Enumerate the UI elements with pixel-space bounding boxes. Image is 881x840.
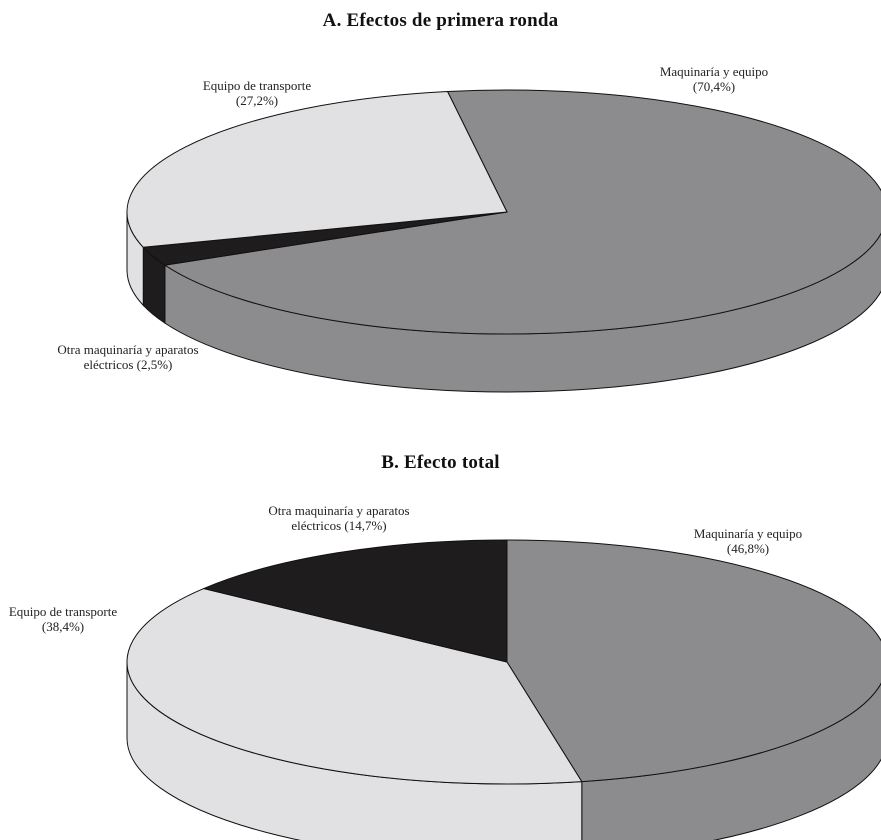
slice-label: Otra maquinaría y aparatos eléctricos (14…: [268, 503, 409, 533]
pie-slice-equipo-de-transporte: [126, 91, 508, 248]
pie-slice-maquinaria-y-equipo: [506, 539, 881, 783]
pie-slices: [126, 89, 881, 335]
pie-slices: [126, 539, 881, 785]
pie-chart-svg: Maquinaría y equipo (70,4%) Otra maquinarí…: [57, 64, 881, 393]
pie-slice-otra-maquinaria-y-aparatos: [203, 539, 508, 663]
pie-labels: Maquinaría y equipo (46,8%) Equipo de tran…: [9, 503, 802, 634]
slice-label: Equipo de transporte (38,4%): [9, 604, 118, 634]
pie-chart-first-round: A. Efectos de primera ronda Maquinaría y…: [57, 10, 881, 393]
pie-chart-total-effect: B. Efecto total Maquinaría y equipo (46,8…: [0, 420, 881, 840]
slice-label: Maquinaría y equipo (46,8%): [694, 526, 802, 556]
slice-label: Otra maquinaría y aparatos eléctricos (2,…: [57, 342, 198, 372]
pie-slice-equipo-de-transporte: [126, 588, 583, 785]
pie-slice-maquinaria-y-equipo: [164, 89, 881, 335]
slice-label: Maquinaría y equipo (70,4%): [660, 64, 768, 94]
slice-label: Equipo de transporte (27,2%): [203, 78, 312, 108]
chart-title: A. Efectos de primera ronda: [322, 10, 559, 31]
pie-chart-svg: Maquinaría y equipo (46,8%) Equipo de tran…: [9, 503, 881, 840]
chart-title: B. Efecto total: [381, 452, 500, 473]
pie-labels: Maquinaría y equipo (70,4%) Otra maquinarí…: [57, 64, 768, 372]
